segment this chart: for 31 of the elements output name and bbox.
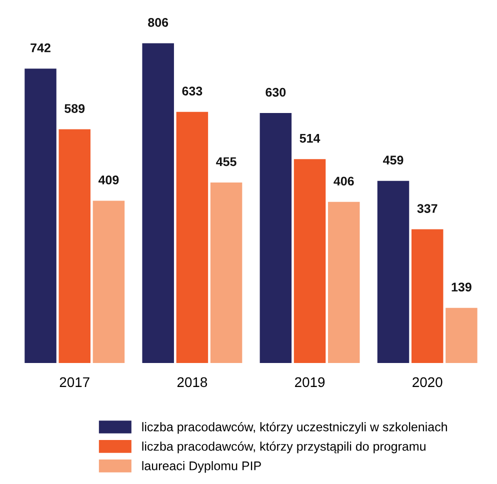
bar xyxy=(92,200,125,363)
data-label: 514 xyxy=(300,134,320,143)
bar xyxy=(446,308,478,363)
data-label: 455 xyxy=(216,157,236,166)
bar xyxy=(411,229,444,363)
x-tick-label: 2017 xyxy=(60,377,90,388)
bar xyxy=(294,159,326,363)
data-label: 459 xyxy=(383,156,404,165)
bar xyxy=(260,113,292,363)
x-tick-label: 2019 xyxy=(295,377,325,388)
data-label: 337 xyxy=(417,204,438,213)
bar xyxy=(176,112,208,363)
data-label: 409 xyxy=(98,176,119,184)
bar xyxy=(24,68,56,363)
legend-label: laureaci Dyplomu PIP xyxy=(142,461,261,473)
x-tick-label: 2018 xyxy=(177,377,208,388)
bar xyxy=(142,43,174,363)
bar xyxy=(328,202,360,363)
bar xyxy=(210,182,242,363)
data-label: 742 xyxy=(30,43,50,52)
bar xyxy=(377,180,410,363)
legend-label: liczba pracodawców, którzy przystąpili do programu xyxy=(142,441,426,454)
legend-label: liczba pracodawców, którzy uczestniczyli w szkoleniach xyxy=(142,422,447,434)
data-label: 806 xyxy=(148,18,168,27)
data-label: 139 xyxy=(452,282,472,292)
x-tick-label: 2020 xyxy=(412,377,442,388)
data-label: 633 xyxy=(182,86,202,96)
data-label: 589 xyxy=(64,104,85,113)
data-label: 406 xyxy=(334,176,354,186)
data-label: 630 xyxy=(266,88,286,97)
bar xyxy=(58,129,90,363)
